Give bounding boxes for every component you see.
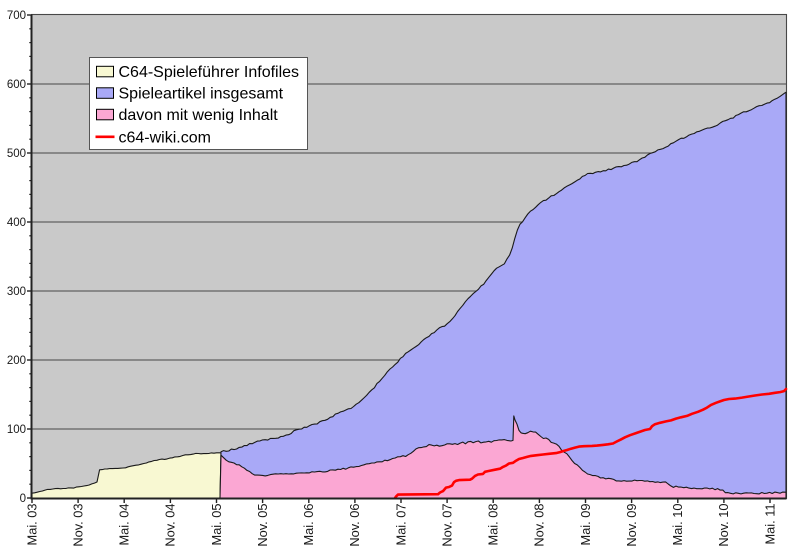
svg-text:Nov. 05: Nov. 05 [255,504,270,547]
svg-text:Mai. 05: Mai. 05 [209,504,224,546]
svg-text:300: 300 [7,286,26,298]
svg-text:C64-Spieleführer Infofiles: C64-Spieleführer Infofiles [119,64,300,81]
svg-text:Mai. 10: Mai. 10 [670,504,685,546]
svg-text:Nov. 04: Nov. 04 [163,504,178,547]
svg-text:600: 600 [7,79,26,91]
svg-text:400: 400 [7,217,26,229]
svg-text:Spieleartikel insgesamt: Spieleartikel insgesamt [119,86,284,103]
svg-text:Mai. 09: Mai. 09 [578,504,593,546]
svg-text:Nov. 06: Nov. 06 [347,504,362,547]
svg-text:700: 700 [7,10,26,22]
svg-text:Mai. 11: Mai. 11 [762,504,777,545]
svg-text:Mai. 08: Mai. 08 [486,503,501,545]
svg-text:Nov. 07: Nov. 07 [439,504,454,547]
svg-text:davon mit wenig Inhalt: davon mit wenig Inhalt [119,107,279,124]
svg-text:Nov. 08: Nov. 08 [532,504,547,547]
svg-text:Mai. 03: Mai. 03 [24,504,39,546]
svg-text:c64-wiki.com: c64-wiki.com [119,129,211,146]
svg-text:Nov. 10: Nov. 10 [716,504,731,547]
svg-text:100: 100 [7,424,26,436]
svg-text:Nov. 09: Nov. 09 [624,504,639,547]
svg-text:Nov. 03: Nov. 03 [70,504,85,547]
svg-text:Mai. 06: Mai. 06 [301,504,316,546]
svg-text:0: 0 [20,493,26,505]
svg-text:500: 500 [7,148,26,160]
svg-text:Mai. 07: Mai. 07 [393,504,408,546]
svg-text:Mai. 04: Mai. 04 [117,504,132,546]
svg-text:200: 200 [7,355,26,367]
